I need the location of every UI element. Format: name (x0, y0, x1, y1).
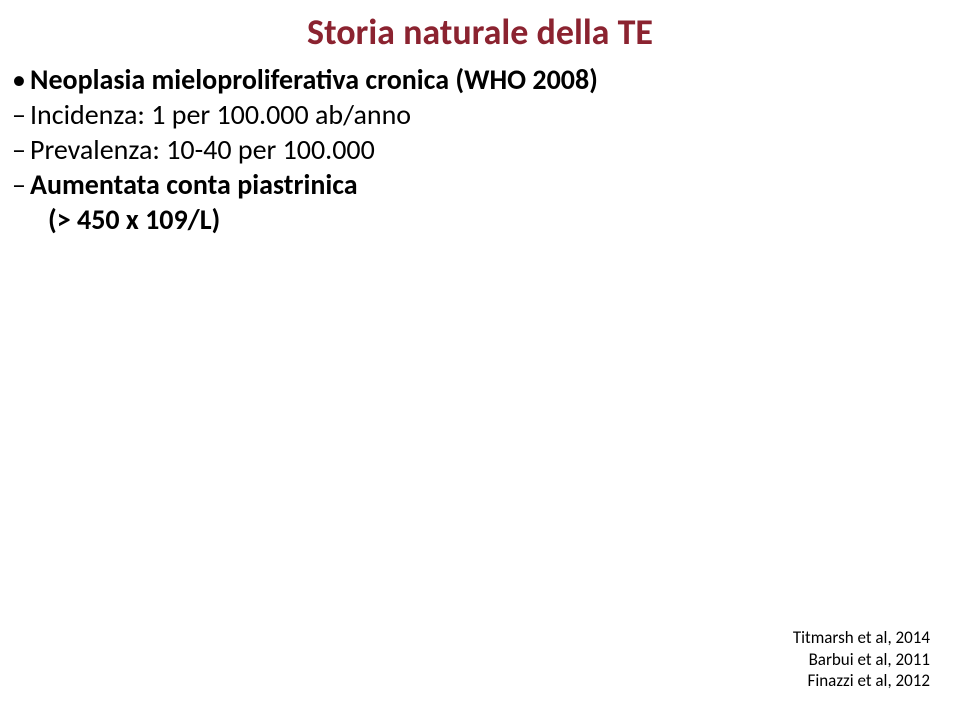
bullet-level2: – Incidenza: 1 per 100.000 ab/anno (12, 97, 598, 132)
citation-line: Barbui et al, 2011 (793, 649, 930, 670)
citation-line: Finazzi et al, 2012 (793, 670, 930, 691)
bullet-text: Neoplasia mieloproliferativa cronica (WH… (30, 62, 598, 97)
bullet-dot-icon: • (12, 62, 30, 97)
slide-title: Storia naturale della TE (0, 10, 960, 54)
bullet-text: Prevalenza: 10-40 per 100.000 (30, 132, 375, 167)
bullet-level2: – Prevalenza: 10-40 per 100.000 (12, 132, 598, 167)
bullet-level2: – Aumentata conta piastrinica (12, 167, 598, 202)
slide: Storia naturale della TE • Neoplasia mie… (0, 0, 960, 715)
bullet-dash-icon: – (12, 97, 30, 132)
bullet-dash-icon: – (12, 132, 30, 167)
slide-content: • Neoplasia mieloproliferativa cronica (… (12, 62, 598, 237)
bullet-text: Incidenza: 1 per 100.000 ab/anno (30, 97, 411, 132)
bullet-text: Aumentata conta piastrinica (30, 167, 358, 202)
citation-line: Titmarsh et al, 2014 (793, 627, 930, 648)
bullet-dash-icon: – (12, 167, 30, 202)
citations: Titmarsh et al, 2014 Barbui et al, 2011 … (793, 627, 930, 691)
bullet-subtext: (> 450 x 109/L) (48, 202, 598, 237)
bullet-level1: • Neoplasia mieloproliferativa cronica (… (12, 62, 598, 97)
